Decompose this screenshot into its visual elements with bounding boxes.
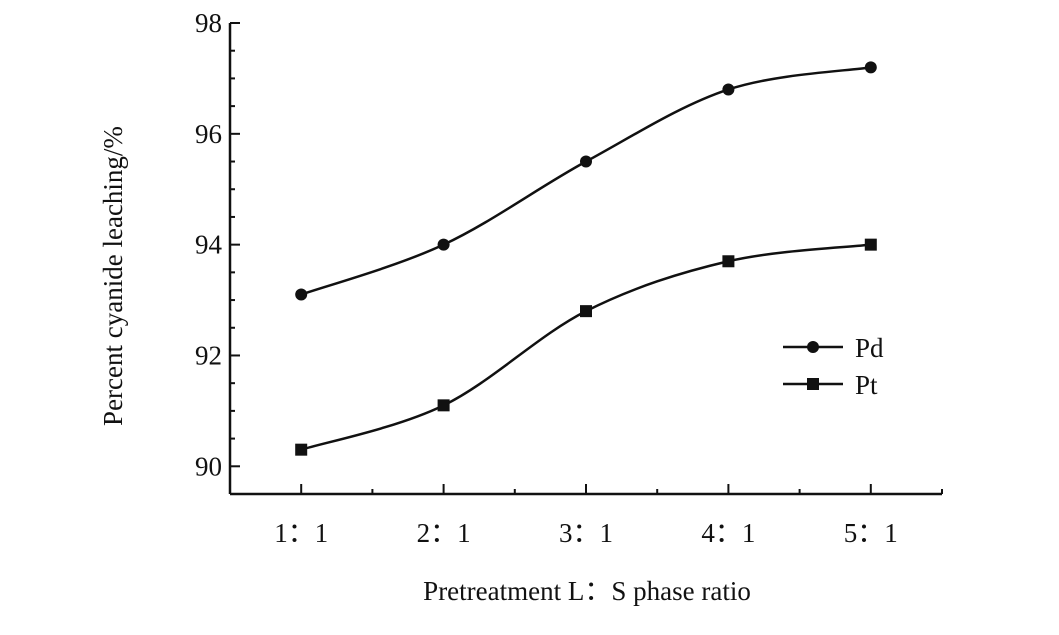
y-tick-label: 98 [195,8,222,38]
x-tick-label: 3：1 [559,518,613,548]
x-axis-title: Pretreatment L：S phase ratio [423,576,751,606]
y-tick-labels: 90 92 94 96 98 [195,8,223,481]
data-point-pt [722,255,735,268]
legend: Pd Pt [783,333,884,400]
legend-marker-pd [807,341,819,353]
y-tick-label: 90 [195,451,222,481]
x-tick-label: 2：1 [417,518,471,548]
data-point-pd [580,155,592,168]
x-tick-label: 1：1 [274,518,328,548]
x-tick-label: 5：1 [844,518,898,548]
data-point-pt [295,443,308,456]
y-tick-label: 92 [195,340,222,370]
data-point-pd [437,238,450,251]
legend-label-pd: Pd [855,333,884,363]
legend-label-pt: Pt [855,370,878,400]
data-point-pd [864,61,877,74]
plot-axes [228,22,943,496]
data-point-pt [437,399,450,412]
data-point-pt [580,305,592,318]
series-curves [300,66,871,451]
y-tick-label: 96 [195,119,222,149]
series-markers [295,61,877,456]
legend-marker-pt [807,378,819,390]
x-tick-labels: 1：1 2：1 3：1 4：1 5：1 [274,518,898,548]
legend-item-pt: Pt [783,370,878,400]
data-point-pd [295,288,308,301]
series-line-pd [300,66,871,296]
x-tick-label: 4：1 [701,518,755,548]
legend-item-pd: Pd [783,333,884,363]
data-point-pt [864,238,877,251]
data-point-pd [722,83,735,96]
y-tick-label: 94 [195,230,223,260]
y-axis-title: Percent cyanide leaching/% [98,126,128,426]
